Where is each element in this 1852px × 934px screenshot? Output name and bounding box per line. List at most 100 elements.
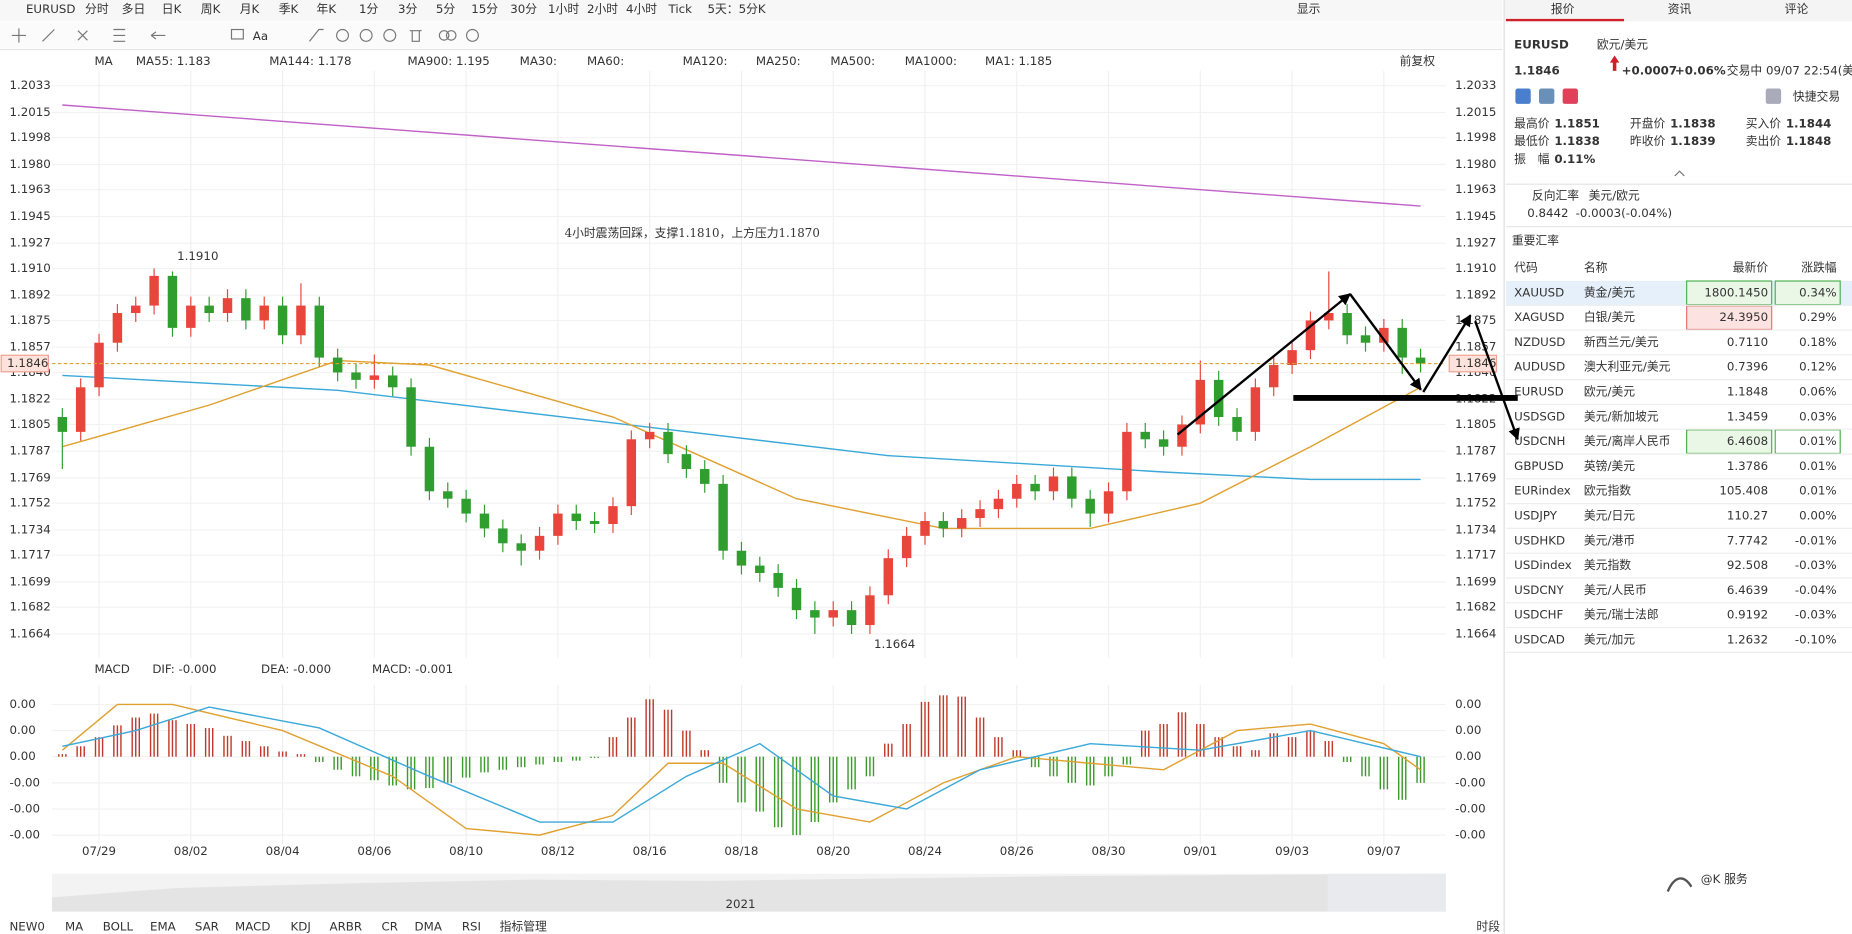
- period-tab[interactable]: 1分: [359, 2, 379, 16]
- rate-code: XAUUSD: [1514, 285, 1564, 299]
- ma-legend: MA55: 1.183: [136, 54, 211, 68]
- panel-tab[interactable]: 报价: [1551, 2, 1575, 16]
- period-tab[interactable]: 5分: [436, 2, 456, 16]
- x-tick-label: 09/03: [1275, 844, 1309, 858]
- period-tab[interactable]: 15分: [471, 2, 498, 16]
- candle-body: [773, 573, 783, 588]
- rate-price: 6.4639: [1727, 583, 1768, 597]
- rate-price: 0.9192: [1727, 608, 1768, 622]
- y-tick-label: 1.1787: [9, 444, 50, 458]
- y-tick-label: -0.00: [9, 828, 40, 842]
- indicator-tab[interactable]: NEW0: [9, 919, 44, 933]
- panel-divider: [1503, 0, 1505, 934]
- candle-body: [828, 610, 838, 618]
- ma-line: [62, 359, 1421, 530]
- stat-label: 卖出价: [1746, 134, 1782, 148]
- candle-body: [443, 491, 453, 499]
- rate-name: 美元/人民币: [1584, 583, 1647, 597]
- panel-tab[interactable]: 评论: [1785, 2, 1809, 16]
- indicator-tab[interactable]: KDJ: [291, 919, 311, 933]
- period-tab[interactable]: 季K: [279, 2, 299, 16]
- active-tab-underline: [1505, 18, 1625, 22]
- indicator-tab[interactable]: DMA: [415, 919, 442, 933]
- rate-change: -0.03%: [1795, 558, 1837, 572]
- x-tick-label: 08/18: [724, 844, 758, 858]
- rate-code: USDCHF: [1514, 608, 1563, 622]
- y-tick-label-right: 1.2033: [1455, 78, 1496, 92]
- period-tab[interactable]: 4小时: [626, 2, 657, 16]
- indicator-tab[interactable]: ARBR: [330, 919, 363, 933]
- candle-body: [167, 275, 178, 328]
- period-tab[interactable]: 5天：5分K: [707, 2, 765, 16]
- candle-body: [479, 513, 490, 529]
- indicator-tab[interactable]: MACD: [235, 919, 270, 933]
- rate-name: 美元/加元: [1584, 632, 1635, 646]
- navigator-area: [51, 873, 1446, 912]
- rate-code: USDJPY: [1514, 509, 1558, 523]
- indicator-tab[interactable]: BOLL: [103, 919, 134, 933]
- y-tick-label-right: 1.1927: [1455, 236, 1496, 250]
- ma-line: [62, 104, 1421, 207]
- candle-body: [993, 498, 1004, 510]
- period-tab[interactable]: 30分: [510, 2, 537, 16]
- quote-icons: [1515, 88, 1782, 104]
- candle-body: [1195, 379, 1206, 425]
- candle-body: [956, 518, 967, 529]
- rate-change: 0.34%: [1799, 285, 1836, 299]
- ma-legend: MA1: 1.185: [985, 54, 1052, 68]
- period-tab[interactable]: 2小时: [587, 2, 618, 16]
- rate-price: 1.3459: [1727, 409, 1768, 423]
- period-tab[interactable]: 分时: [85, 2, 109, 16]
- rate-price: 110.27: [1727, 509, 1768, 523]
- y-tick-label: 1.1963: [9, 182, 50, 196]
- candle-body: [241, 298, 251, 321]
- y-tick-label: 0.00: [9, 749, 35, 763]
- period-tab[interactable]: 多日: [122, 2, 146, 16]
- y-tick-label-right: 1.1980: [1455, 157, 1496, 171]
- candle-body: [1085, 498, 1095, 514]
- symbol: EURUSD: [26, 2, 76, 16]
- candle-body: [57, 417, 68, 432]
- period-tab[interactable]: 年K: [317, 2, 337, 16]
- time-range: 时段: [1476, 919, 1500, 933]
- rate-code: EURindex: [1514, 484, 1571, 498]
- stat-value: 0.11%: [1554, 152, 1595, 166]
- period-tab[interactable]: 日K: [162, 2, 182, 16]
- indicator-tab[interactable]: MA: [65, 919, 83, 933]
- x-tick-label: 08/30: [1092, 844, 1126, 858]
- rate-price: 105.408: [1719, 484, 1768, 498]
- candle-body: [1379, 327, 1389, 343]
- indicator-tab[interactable]: 指标管理: [500, 919, 547, 933]
- rate-code: USDHKD: [1514, 533, 1565, 547]
- rate-name: 英镑/美元: [1584, 459, 1635, 473]
- period-tab[interactable]: 月K: [240, 2, 260, 16]
- indicator-tab[interactable]: EMA: [150, 919, 176, 933]
- y-tick-label: 1.1664: [9, 626, 50, 640]
- x-tick-label: 07/29: [82, 844, 116, 858]
- indicator-tab[interactable]: CR: [382, 919, 398, 933]
- y-tick-label-right: -0.00: [1455, 801, 1486, 815]
- indicator-tab[interactable]: SAR: [195, 919, 219, 933]
- rates-header: 涨跌幅: [1801, 261, 1837, 275]
- panel-tab[interactable]: 资讯: [1668, 2, 1692, 16]
- candle-body: [94, 342, 104, 388]
- quick-trade[interactable]: 快捷交易: [1793, 89, 1840, 103]
- candle-body: [1232, 417, 1242, 432]
- stat-label: 振 幅: [1514, 152, 1550, 166]
- period-tab[interactable]: 1小时: [548, 2, 579, 16]
- rate-code: USDCNH: [1514, 434, 1565, 448]
- ma-legend: MA1000:: [905, 54, 957, 68]
- candle-body: [296, 305, 306, 336]
- candle-body: [516, 543, 526, 551]
- quote-price: 1.1846: [1514, 63, 1560, 77]
- rate-price: 0.7396: [1727, 360, 1768, 374]
- period-tab[interactable]: 3分: [398, 2, 418, 16]
- ma-legend: MA120:: [683, 54, 728, 68]
- period-tab[interactable]: 周K: [201, 2, 221, 16]
- indicator-tab[interactable]: RSI: [462, 919, 481, 933]
- period-tab[interactable]: Tick: [668, 2, 693, 16]
- y-tick-label-right: -0.00: [1455, 828, 1486, 842]
- candle-body: [681, 454, 692, 470]
- candle-body: [589, 521, 600, 524]
